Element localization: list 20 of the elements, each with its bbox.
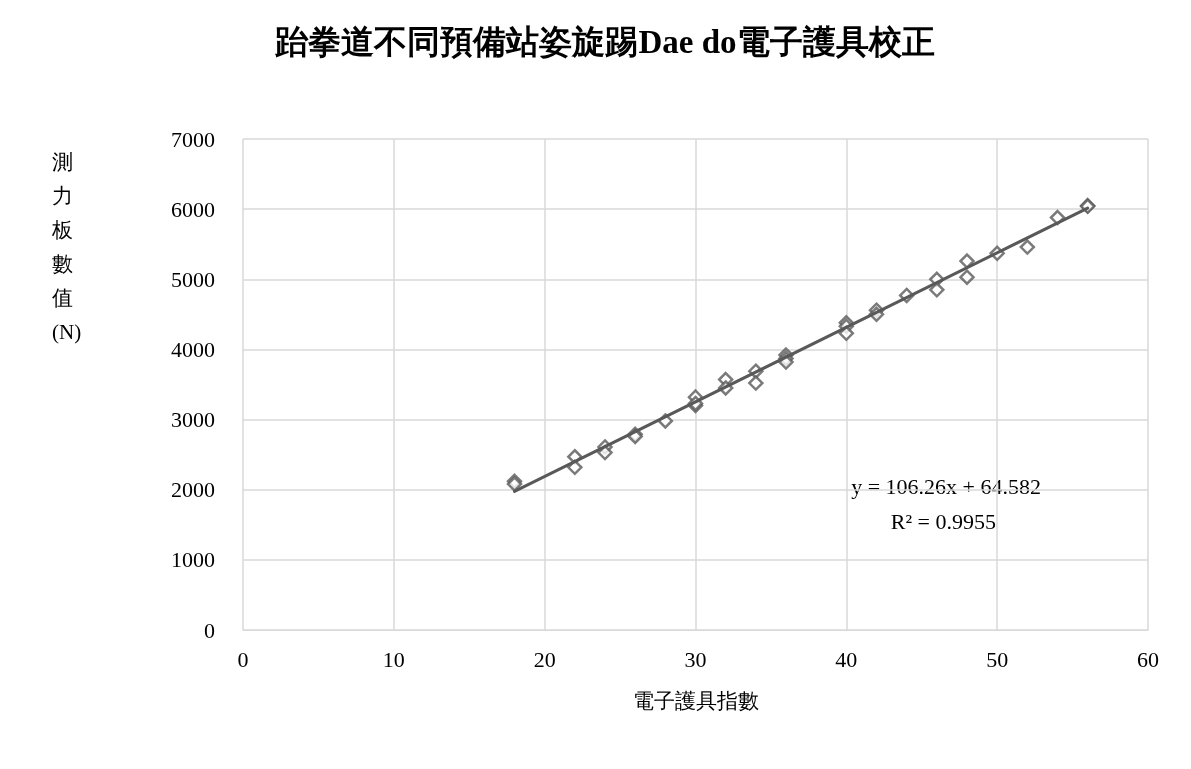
y-axis-title: 測力板數值(N) [51, 150, 82, 344]
y-tick-label: 2000 [171, 477, 215, 503]
y-tick-label: 6000 [171, 196, 215, 222]
y-tick-label: 3000 [171, 407, 215, 433]
x-tick-label: 10 [382, 646, 405, 672]
x-tick-label: 0 [237, 646, 249, 672]
x-axis-title: 電子護具指數 [632, 688, 759, 713]
x-tick-label: 60 [1137, 646, 1159, 672]
y-tick-label: 0 [204, 617, 215, 643]
annotation: y = 106.26x + 64.582 [851, 473, 1042, 499]
y-tick-label: 1000 [171, 547, 215, 573]
chart-title: 跆拳道不同預備站姿旋踢Dae do電子護具校正 [274, 23, 935, 60]
y-tick-label: 5000 [171, 266, 215, 292]
x-tick-label: 40 [835, 646, 858, 672]
x-tick-label: 30 [684, 646, 707, 672]
y-tick-label: 7000 [171, 126, 215, 152]
x-tick-label: 20 [533, 646, 556, 672]
annotation: R² = 0.9955 [890, 508, 997, 534]
y-tick-label: 4000 [171, 336, 215, 362]
x-tick-label: 50 [986, 646, 1009, 672]
